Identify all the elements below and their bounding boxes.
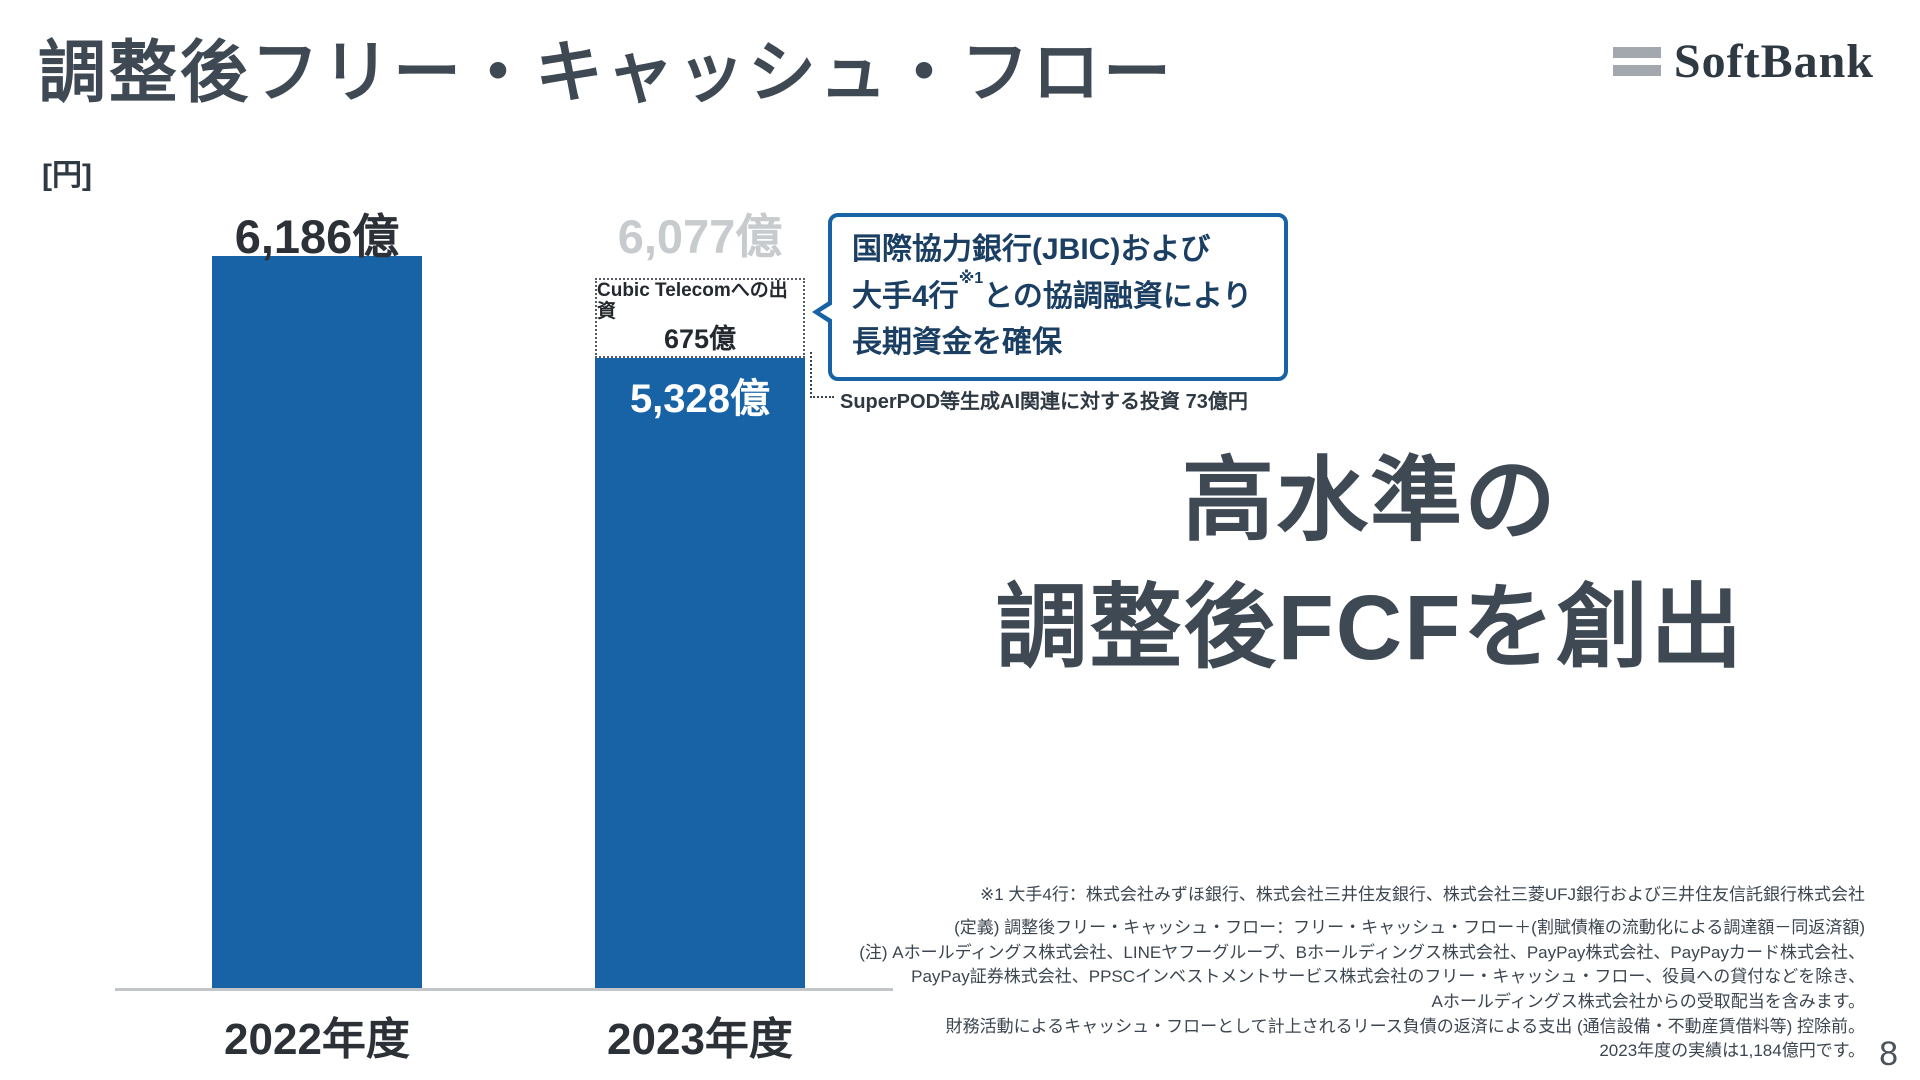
page-number: 8 [1879, 1035, 1898, 1073]
page-title: 調整後フリー・キャッシュ・フロー [38, 35, 1175, 111]
key-message-line-1: 高水準の [1181, 450, 1558, 552]
footnote-note-a: (注) Aホールディングス株式会社、LINEヤフーグループ、Bホールディングス株… [859, 942, 1865, 962]
key-message: 高水準の 調整後FCFを創出 [950, 438, 1790, 692]
category-label-2023: 2023年度 [607, 1015, 793, 1064]
callout-line-2-pre: 大手4行 [852, 279, 959, 313]
bar-2023-stack: Cubic Telecomへの出資 675億 5,328億 [595, 278, 805, 988]
callout-pointer-fill [820, 304, 833, 320]
category-label-2022: 2022年度 [224, 1015, 410, 1064]
footnote-note-c: Aホールディングス株式会社からの受取配当を含みます。 [1431, 992, 1865, 1012]
bar-2022-value-label: 6,186億 [234, 210, 400, 263]
softbank-logo: SoftBank [1612, 34, 1874, 89]
callout-line-2: 大手4行※1との協調融資により [852, 270, 1264, 321]
callout-line-1: 国際協力銀行(JBIC)および [852, 233, 1211, 266]
bar-2023-total-label: 6,077億 [617, 210, 783, 263]
footnote-ref1: ※1 大手4行：株式会社みずほ銀行、株式会社三井住友銀行、株式会社三菱UFJ銀行… [979, 884, 1865, 904]
bar-2023-cubic-segment: Cubic Telecomへの出資 675億 [595, 278, 805, 358]
chart-baseline [115, 988, 893, 991]
superpod-dotted-connector [810, 352, 834, 398]
bar-2023-fcf-segment: 5,328億 [595, 358, 805, 988]
cubic-segment-value: 675億 [663, 324, 737, 355]
callout-footnote-ref: ※1 [958, 269, 984, 287]
footnote-note-d: 財務活動によるキャッシュ・フローとして計上されるリース負債の返済による支出 (通… [945, 1016, 1865, 1036]
cubic-segment-title: Cubic Telecomへの出資 [597, 280, 788, 323]
superpod-annotation: SuperPOD等生成AI関連に対する投資 73億円 [840, 391, 1248, 413]
key-message-line-2: 調整後FCFを創出 [995, 576, 1745, 679]
footnote-note-b: PayPay証券株式会社、PPSCインベストメントサービス株式会社のフリー・キャ… [911, 967, 1865, 987]
callout-line-3: 長期資金を確保 [852, 326, 1062, 359]
bar-2023-fcf-value-label: 5,328億 [629, 377, 771, 421]
axis-unit-label: [円] [42, 159, 92, 192]
callout-line-2-post: との協調融資により [983, 279, 1253, 313]
footnote-definition: (定義) 調整後フリー・キャッシュ・フロー：フリー・キャッシュ・フロー＋(割賦債… [954, 918, 1865, 938]
financing-callout: 国際協力銀行(JBIC)および 大手4行※1との協調融資により 長期資金を確保 [812, 213, 1288, 381]
footnote-note-e: 2023年度の実績は1,184億円です。 [1599, 1041, 1865, 1061]
footnotes: ※1 大手4行：株式会社みずほ銀行、株式会社三井住友銀行、株式会社三菱UFJ銀行… [859, 883, 1865, 1064]
softbank-logo-text: SoftBank [1673, 35, 1874, 88]
softbank-bars-icon [1612, 47, 1661, 76]
bar-2022 [212, 256, 422, 988]
